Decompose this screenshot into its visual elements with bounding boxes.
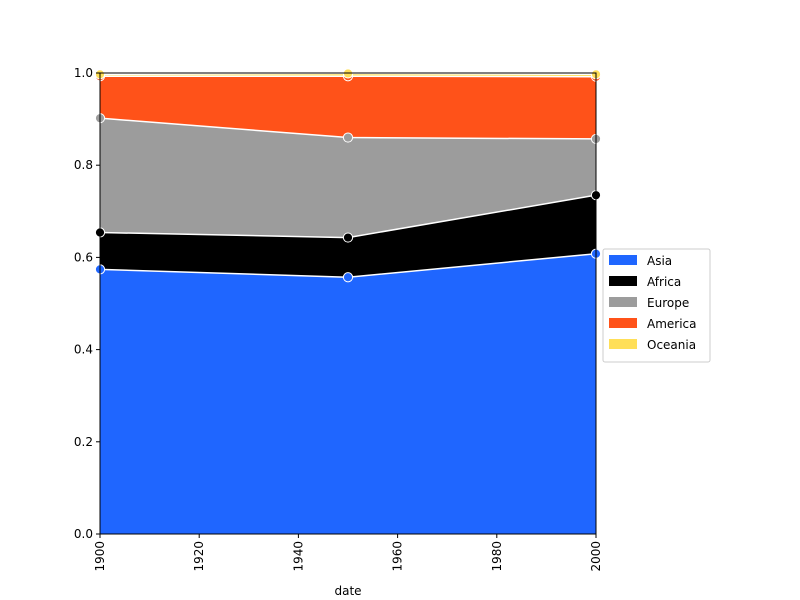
legend-label-oceania: Oceania (647, 338, 696, 352)
x-tick-label: 1920 (192, 541, 206, 572)
x-tick-label: 2000 (589, 541, 603, 572)
plot-frame (99, 72, 597, 535)
area-asia (100, 253, 596, 534)
legend-label-asia: Asia (647, 254, 672, 268)
y-tick-label: 1.0 (74, 66, 93, 80)
legend-swatch-america (609, 318, 637, 328)
y-tick-label: 0.0 (74, 527, 93, 541)
area-europe (100, 118, 596, 238)
x-tick-label: 1980 (490, 541, 504, 572)
x-axis-label: date (334, 584, 361, 598)
x-tick-label: 1940 (291, 541, 305, 572)
x-tick-label: 1900 (93, 541, 107, 572)
legend-label-africa: Africa (647, 275, 681, 289)
y-tick-label: 0.2 (74, 435, 93, 449)
point-europe-1950 (342, 132, 354, 143)
y-axis: 0.0 0.2 0.4 0.6 0.8 1.0 (74, 66, 100, 541)
area-america (100, 76, 596, 139)
legend: Asia Africa Europe America Oceania (602, 248, 711, 363)
point-africa-1950 (342, 232, 354, 243)
legend-swatch-oceania (609, 339, 637, 349)
legend-label-america: America (647, 317, 697, 331)
y-tick-label: 0.4 (74, 343, 93, 357)
legend-label-europe: Europe (647, 296, 689, 310)
legend-swatch-africa (609, 276, 637, 286)
legend-swatch-europe (609, 297, 637, 307)
y-tick-label: 0.8 (74, 158, 93, 172)
x-tick-label: 1960 (391, 541, 405, 572)
area-layers (100, 73, 596, 534)
area-africa (100, 195, 596, 278)
x-axis: 1900 1920 1940 1960 1980 2000 (93, 534, 603, 572)
y-tick-label: 0.6 (74, 250, 93, 264)
point-asia-1950 (342, 272, 354, 283)
legend-swatch-asia (609, 255, 637, 265)
